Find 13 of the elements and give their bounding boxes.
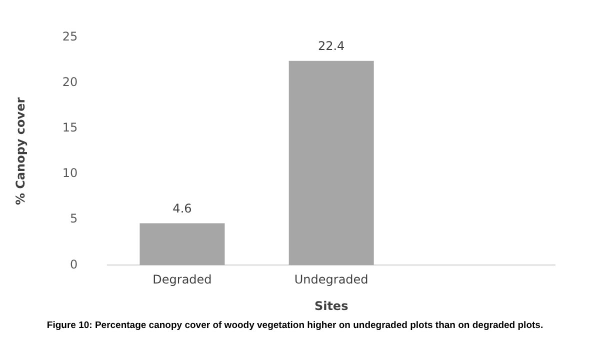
x-tick-label: Degraded [152, 272, 212, 287]
y-tick-label: 0 [70, 257, 78, 272]
data-label: 22.4 [318, 39, 345, 54]
y-tick-label: 15 [62, 120, 78, 135]
y-tick-label: 25 [62, 29, 78, 44]
caption: Figure 10: Percentage canopy cover of woody vegetation higher on undegraded plots than on degraded plots. [46, 320, 544, 331]
y-tick-label: 20 [62, 74, 78, 89]
data-label: 4.6 [172, 201, 192, 216]
y-tick-label: 10 [62, 166, 78, 180]
x-axis-title: Sites [314, 298, 348, 313]
y-tick-label: 5 [70, 212, 78, 226]
x-tick-label: Undegraded [294, 272, 368, 287]
y-axis-title: % Canopy cover [13, 97, 28, 206]
